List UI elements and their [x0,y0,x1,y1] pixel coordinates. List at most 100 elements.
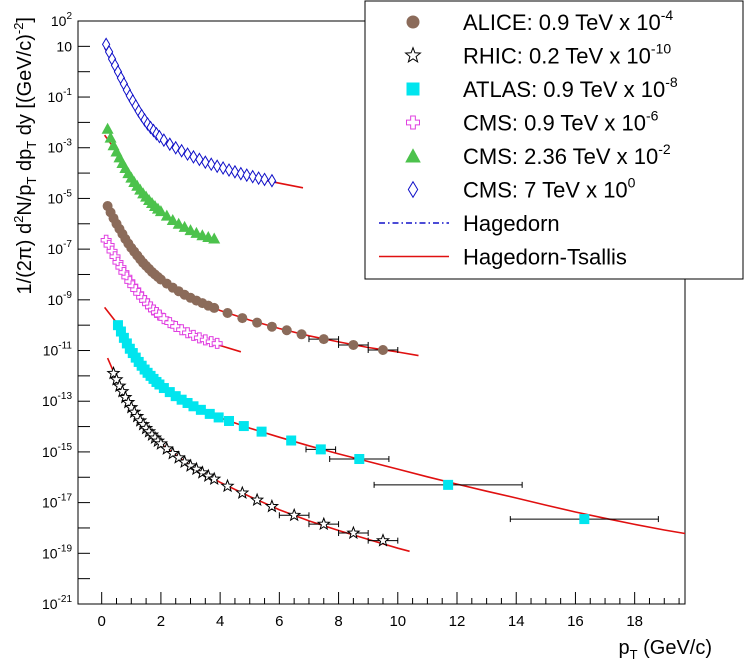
legend-entry-alice: ALICE: 0.9 TeV x 10-4 [406,7,673,35]
data-point [118,389,133,404]
data-point [248,169,257,184]
data-point [211,337,223,349]
data-point [230,164,240,179]
data-point [118,332,129,343]
data-point [209,302,220,313]
data-point [218,161,228,175]
data-point [187,329,199,341]
data-point [177,143,186,158]
data-point [153,436,168,450]
y-tick-label: 10-3 [48,138,73,156]
legend-box [364,0,744,280]
x-tick-label: 18 [626,613,643,630]
x-tick-label: 6 [275,613,283,630]
data-point [183,147,192,162]
data-point [182,397,193,408]
legend-marker [405,148,421,163]
legend-marker [406,115,420,130]
legend-label: ALICE: 0.9 TeV x 10-4 [463,7,673,35]
y-tick-label: 102 [51,11,73,29]
data-point [112,320,123,331]
legend-marker [406,15,420,29]
data-point [189,461,204,476]
series-cms236 [101,122,221,244]
data-point [224,415,235,426]
x-tick-label: 10 [389,613,406,630]
data-point [109,372,124,386]
data-point [250,492,265,507]
data-point [101,122,114,134]
y-tick-label: 10-17 [42,493,72,511]
data-point [172,217,185,229]
series-atlas [112,320,659,525]
y-tick-label: 10 [56,38,72,54]
data-point [377,345,388,356]
data-point [579,514,590,525]
data-point [354,454,365,465]
data-point [267,173,277,188]
y-axis-label: 1/(2π) d2N/pT dpT dy [(GeV/c)-2] [11,17,39,295]
data-point [286,435,297,446]
data-point [205,336,217,348]
data-point [188,401,199,412]
data-point [213,412,224,423]
legend-label: CMS: 7 TeV x 100 [463,175,636,203]
legend-entry-cms236: CMS: 2.36 TeV x 10-2 [405,141,671,169]
y-tick-label: 10-11 [43,341,73,359]
data-point [193,332,205,344]
data-point [207,471,222,486]
data-point [164,387,175,398]
data-point [346,525,361,540]
data-point [316,516,331,531]
data-point [236,166,246,181]
data-point [252,317,263,328]
series-cms7 [101,37,277,188]
y-tick-label: 10-19 [42,543,72,561]
legend-label: CMS: 2.36 TeV x 10-2 [463,141,671,169]
axes: 0 2 4 6 8 10 12 14 16 18 102 10 10-1 10-3 10-5 10-7 10-9… [42,11,680,630]
legend-entry-rhic: RHIC: 0.2 TeV x 10-10 [404,41,671,69]
data-point [238,421,249,432]
x-tick-label: 8 [334,613,342,630]
x-tick-label: 2 [157,613,165,630]
data-point [154,205,167,217]
x-tick-label: 14 [508,613,525,630]
data-point [201,468,216,482]
data-point [178,220,191,232]
data-point [287,507,302,522]
data-point [237,313,248,324]
data-point [281,325,292,336]
legend-marker [406,82,420,96]
data-point [242,168,251,183]
data-point [315,444,326,455]
data-point [121,395,136,409]
data-point [207,157,216,172]
data-point [170,391,181,402]
data-point [318,334,329,345]
data-point [443,479,454,490]
data-point [112,378,127,393]
legend-label: RHIC: 0.2 TeV x 10-10 [463,41,671,69]
series-rhic [106,365,399,547]
data-point [106,365,121,380]
y-tick-label: 10-5 [48,188,73,206]
data-point [348,339,359,350]
series-alice [102,201,399,356]
legend-label: CMS: 0.9 TeV x 10-6 [463,108,659,136]
data-point [254,171,263,186]
data-point [264,498,280,513]
y-tick-label: 10-1 [48,87,73,105]
x-tick-label: 0 [98,613,106,630]
legend-entry-hagedorn: Hagedorn [379,211,560,236]
legend-label: Hagedorn-Tsallis [463,245,627,270]
data-points [100,37,659,547]
legend-label: ATLAS: 0.9 TeV x 10-8 [463,74,678,102]
legend-entry-tsallis: Hagedorn-Tsallis [379,245,627,270]
data-point [165,137,174,152]
data-point [189,149,198,164]
data-point [158,383,169,394]
data-point [199,334,211,346]
y-tick-label: 10-13 [42,391,72,409]
data-point [182,327,194,339]
